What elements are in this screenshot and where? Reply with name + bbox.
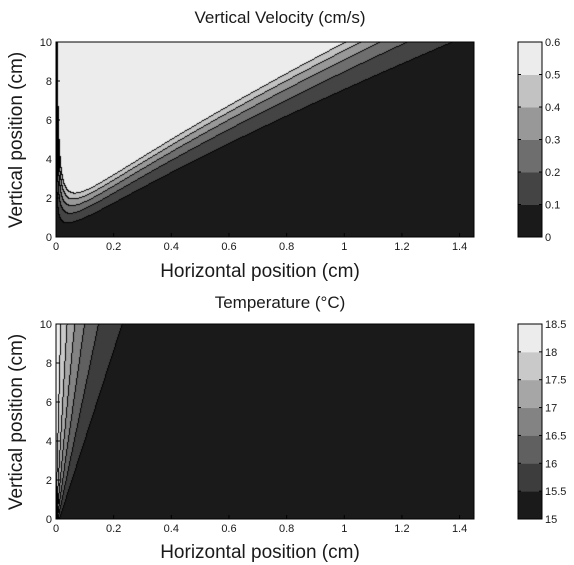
colorbar-tick-label: 0.2 (545, 167, 560, 179)
colorbar-band (518, 435, 542, 464)
x-tick-label: 1.4 (452, 241, 467, 253)
y-tick-label: 8 (46, 358, 52, 370)
velocity-chart-title: Vertical Velocity (cm/s) (195, 8, 366, 27)
colorbar-band (518, 491, 542, 520)
colorbar-frame (517, 323, 543, 520)
x-tick-label: 1.2 (394, 523, 409, 535)
y-tick-label: 10 (40, 319, 52, 331)
x-tick-label: 0.6 (221, 241, 236, 253)
colorbar-tick-label: 18 (545, 347, 557, 359)
contour-field-image (56, 324, 474, 519)
colorbar-tick-label: 0.1 (545, 200, 560, 212)
plot-frame (55, 41, 475, 238)
colorbar-band (518, 351, 542, 381)
colorbar-band (518, 172, 542, 205)
colorbar-band (518, 463, 542, 492)
velocity-chart: Vertical Velocity (cm/s) 0 0.2 0.4 0.6 0.8 1 1… (6, 8, 560, 282)
x-tick-label: 0.2 (106, 241, 121, 253)
x-tick-label: 0 (53, 523, 59, 535)
x-tick-label: 0.6 (221, 523, 236, 535)
velocity-x-ticks: 0 0.2 0.4 0.6 0.8 1 1.2 1.4 (53, 233, 467, 253)
y-tick-label: 4 (46, 436, 52, 448)
temperature-contour-plot (55, 323, 475, 520)
x-tick-label: 1.2 (394, 241, 409, 253)
colorbar-tick-label: 18.5 (545, 319, 566, 331)
x-tick-label: 1.4 (452, 523, 467, 535)
temperature-x-ticks: 0 0.2 0.4 0.6 0.8 1 1.2 1.4 (53, 515, 467, 535)
y-tick-label: 8 (46, 76, 52, 88)
temperature-chart: Temperature (°C) 0 0.2 0.4 0.6 0.8 1 1.2 1.4 0 2… (6, 293, 566, 563)
y-tick-label: 0 (46, 232, 52, 244)
colorbar-band (518, 379, 542, 409)
x-tick-label: 0.8 (279, 523, 294, 535)
velocity-x-axis-label: Horizontal position (cm) (160, 261, 360, 282)
temperature-colorbar: 15 15.5 16 16.5 17 17.5 18 18.5 (517, 319, 566, 526)
colorbar-tick-label: 15 (545, 514, 557, 526)
contour-field-image (56, 42, 474, 237)
colorbar-tick-label: 15.5 (545, 486, 566, 498)
colorbar-band (518, 139, 542, 173)
colorbar-band (518, 42, 542, 75)
temperature-x-axis-label: Horizontal position (cm) (160, 542, 360, 563)
velocity-colorbar: 0 0.1 0.2 0.3 0.4 0.5 0.6 (517, 37, 560, 244)
colorbar-tick-label: 0.5 (545, 70, 560, 82)
x-tick-label: 1 (341, 241, 347, 253)
velocity-y-axis-label: Vertical position (cm) (6, 52, 27, 228)
plot-frame (55, 323, 475, 520)
colorbar-tick-label: 0.3 (545, 135, 560, 147)
y-tick-label: 10 (40, 37, 52, 49)
y-tick-label: 0 (46, 514, 52, 526)
x-tick-label: 0.4 (164, 523, 179, 535)
x-tick-label: 0.4 (164, 241, 179, 253)
velocity-contour-plot (55, 41, 475, 238)
colorbar-tick-label: 0 (545, 232, 551, 244)
colorbar-tick-label: 16.5 (545, 430, 566, 442)
temperature-y-ticks: 0 2 4 6 8 10 (40, 319, 60, 526)
temperature-y-axis-label: Vertical position (cm) (6, 334, 27, 510)
velocity-y-ticks: 0 2 4 6 8 10 (40, 37, 60, 244)
x-tick-label: 0.2 (106, 523, 121, 535)
colorbar-tick-label: 17.5 (545, 375, 566, 387)
colorbar-band (518, 204, 542, 238)
colorbar-band (518, 324, 542, 353)
colorbar-band (518, 407, 542, 436)
colorbar-tick-label: 16 (545, 458, 557, 470)
x-tick-label: 0 (53, 241, 59, 253)
y-tick-label: 6 (46, 115, 52, 127)
y-tick-label: 2 (46, 475, 52, 487)
x-tick-label: 0.8 (279, 241, 294, 253)
y-tick-label: 6 (46, 397, 52, 409)
temperature-chart-title: Temperature (°C) (215, 293, 346, 312)
colorbar-tick-label: 0.4 (545, 102, 560, 114)
y-tick-label: 2 (46, 193, 52, 205)
y-tick-label: 4 (46, 154, 52, 166)
colorbar-band (518, 107, 542, 140)
colorbar-band (518, 74, 542, 108)
colorbar-tick-label: 0.6 (545, 37, 560, 49)
colorbar-tick-label: 17 (545, 403, 557, 415)
x-tick-label: 1 (341, 523, 347, 535)
